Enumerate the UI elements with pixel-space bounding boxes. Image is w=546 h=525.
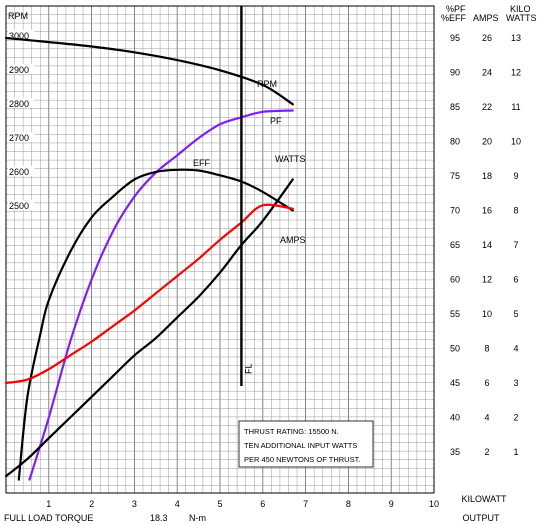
amps-axis-tick: 26 [482,33,492,43]
thrust-note-line: TEN ADDITIONAL INPUT WATTS [244,441,357,450]
left-axis-tick: 2800 [9,99,29,109]
pf-eff-axis-tick: 55 [450,309,460,319]
tick-label-background [8,30,34,40]
eff-axis-header: %EFF [441,13,467,23]
kilowatts-axis-tick: 1 [513,447,518,457]
thrust-note-line: THRUST RATING: 15500 N. [244,427,339,436]
x-axis-tick: 5 [217,499,222,509]
amps-axis-tick: 20 [482,137,492,147]
pf-eff-axis-tick: 40 [450,413,460,423]
x-axis-title-line2: OUTPUT [463,513,501,523]
amps-axis-tick: 10 [482,309,492,319]
pf-eff-axis-tick: 70 [450,206,460,216]
amps-axis-tick: 12 [482,275,492,285]
pf-eff-axis-tick: 95 [450,33,460,43]
series-curves [4,36,294,481]
thrust-note-line: PER 450 NEWTONS OF THRUST. [244,455,360,464]
kilowatts-axis-tick: 10 [511,137,521,147]
kilowatts-axis-tick: 2 [513,413,518,423]
pf-eff-axis-tick: 45 [450,378,460,388]
pf-eff-axis-tick: 75 [450,171,460,181]
pf-eff-axis-tick: 35 [450,447,460,457]
amps-axis-tick: 18 [482,171,492,181]
kilowatts-axis-tick: 8 [513,206,518,216]
pf-eff-axis-tick: 65 [450,240,460,250]
series-line-watts [4,178,294,478]
full-load-torque-label: FULL LOAD TORQUE [4,513,93,523]
amps-axis-tick: 2 [484,447,489,457]
chart-grid [5,5,435,494]
left-axis-tick: 2600 [9,167,29,177]
pf-eff-axis-tick: 60 [450,275,460,285]
tick-label-background [8,132,34,142]
x-axis-tick: 1 [46,499,51,509]
amps-axis-tick: 6 [484,378,489,388]
series-label-watts: WATTS [275,154,306,164]
kilowatts-axis-tick: 9 [513,171,518,181]
left-axis-tick: 2500 [9,201,29,211]
left-axis-tick: 2900 [9,65,29,75]
amps-axis-tick: 14 [482,240,492,250]
x-axis-tick: 3 [132,499,137,509]
pf-eff-axis-tick: 80 [450,137,460,147]
left-axis-tick: 3000 [9,31,29,41]
pf-axis-header: %PF [446,4,466,14]
x-axis-tick: 8 [346,499,351,509]
pf-eff-axis-tick: 85 [450,102,460,112]
x-axis-tick: 9 [389,499,394,509]
amps-axis-tick: 4 [484,413,489,423]
kilowatts-axis-header-line1: KILO [510,4,531,14]
kilowatts-axis-tick: 4 [513,344,518,354]
kilowatts-axis-tick: 5 [513,309,518,319]
pf-eff-axis-tick: 50 [450,344,460,354]
thrust-note-box [238,420,374,468]
series-line-eff [17,168,294,481]
kilowatts-axis-header-line2: WATTS [506,13,537,23]
kilowatts-axis-tick: 13 [511,33,521,43]
kilowatts-axis-tick: 7 [513,240,518,250]
x-axis-title-line1: KILOWATT [462,494,508,504]
kilowatts-axis-tick: 11 [511,102,520,112]
series-label-amps: AMPS [280,235,306,245]
kilowatts-axis-tick: 6 [513,275,518,285]
series-line-amps [4,203,294,385]
x-axis-tick: 7 [303,499,308,509]
amps-axis-tick: 24 [482,68,492,78]
amps-axis-tick: 22 [482,102,492,112]
series-line-rpm [4,36,294,106]
tick-label-background [8,64,34,74]
kilowatts-axis-tick: 12 [511,68,521,78]
tick-label-background [8,166,34,176]
amps-axis-header: AMPS [473,13,499,23]
series-label-rpm: RPM [257,79,277,89]
amps-axis-tick: 8 [484,344,489,354]
annotations: RPM PF EFF WATTS AMPS FL THRUST RATING: 15500 … [193,6,374,468]
x-axis-tick: 2 [89,499,94,509]
amps-axis-tick: 16 [482,206,492,216]
tick-label-background [8,200,34,210]
left-axis-tick: 2700 [9,133,29,143]
kilowatts-axis-tick: 3 [513,378,518,388]
plot-border [5,5,435,494]
pf-eff-axis-tick: 90 [450,68,460,78]
full-load-torque-value: 18.3 [150,513,168,523]
x-axis-tick: 4 [175,499,180,509]
series-label-eff: EFF [193,158,211,168]
full-load-torque-unit: N-m [189,513,206,523]
tick-label-background [8,98,34,108]
x-axis-tick: 6 [260,499,265,509]
series-label-pf: PF [270,116,282,126]
full-load-label: FL [243,363,253,374]
x-axis-tick: 10 [429,499,439,509]
left-axis-title: RPM [8,11,28,21]
